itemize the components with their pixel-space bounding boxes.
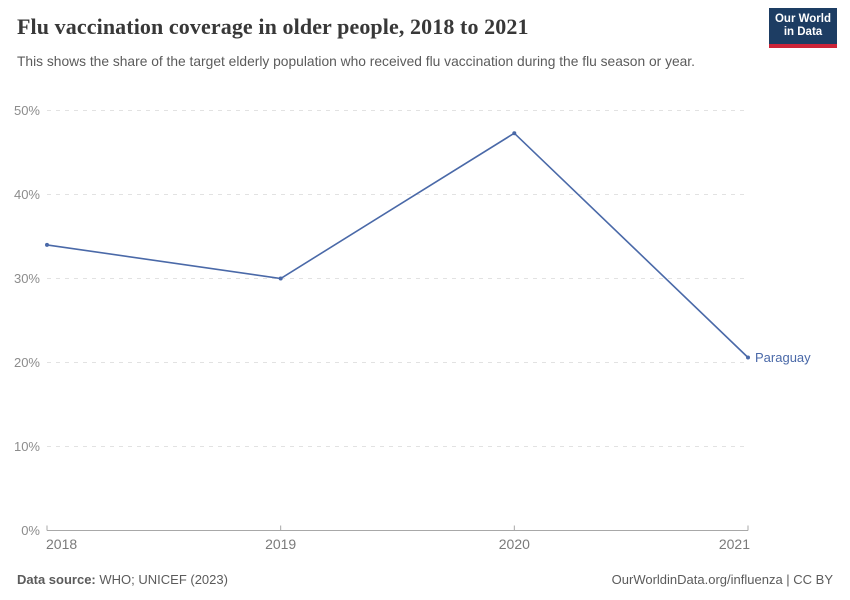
y-axis-tick-label: 50%: [14, 103, 40, 118]
y-axis-tick-label: 40%: [14, 187, 40, 202]
data-point[interactable]: [278, 276, 283, 281]
data-point[interactable]: [512, 131, 517, 136]
chart-title: Flu vaccination coverage in older people…: [17, 14, 529, 39]
data-source-label: Data source:: [17, 572, 96, 587]
chart-footer: Data source: WHO; UNICEF (2023) OurWorld…: [17, 572, 833, 587]
data-source-note: Data source: WHO; UNICEF (2023): [17, 572, 228, 587]
owid-logo-line2: in Data: [783, 26, 823, 38]
data-point[interactable]: [746, 355, 750, 360]
x-axis-tick-label: 2020: [499, 536, 530, 552]
owid-logo: Our World in Data: [769, 8, 837, 48]
chart-subtitle: This shows the share of the target elder…: [17, 54, 695, 69]
y-axis-tick-label: 20%: [14, 355, 40, 370]
data-source-value: WHO; UNICEF (2023): [99, 572, 228, 587]
x-axis-tick-label: 2019: [265, 536, 296, 552]
credit-link[interactable]: OurWorldinData.org/influenza | CC BY: [611, 572, 833, 587]
data-point[interactable]: [45, 242, 49, 247]
y-axis-tick-label: 30%: [14, 271, 40, 286]
data-line-paraguay: [46, 132, 749, 359]
entity-label[interactable]: Paraguay: [755, 350, 811, 365]
x-axis-tick-label: 2021: [719, 536, 750, 552]
x-axis-tick-label: 2018: [46, 536, 77, 552]
owid-logo-line1: Our World: [774, 13, 831, 25]
y-axis-tick-label: 0%: [21, 523, 40, 538]
y-axis-tick-label: 10%: [14, 439, 40, 454]
